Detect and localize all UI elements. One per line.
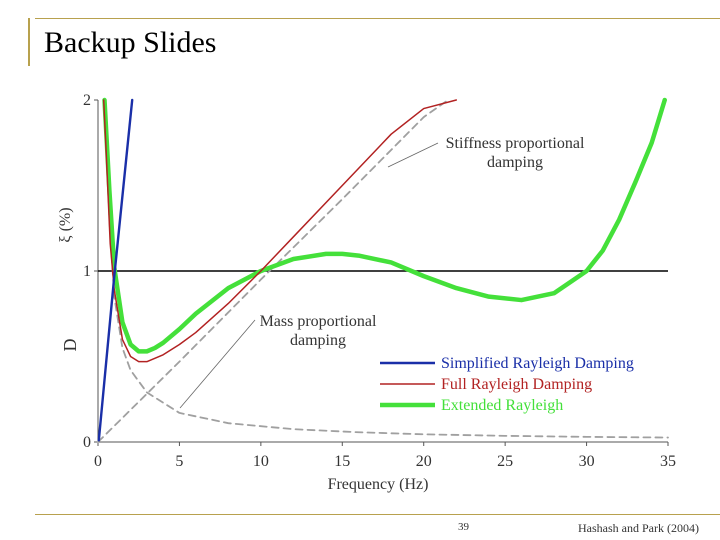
annotation-layer: Stiffness proportional damping Mass propor… — [179, 135, 585, 409]
annotation-text: Stiffness proportional — [446, 135, 585, 152]
series-line-stiffness-component — [97, 99, 450, 443]
legend-label: Full Rayleigh Damping — [441, 376, 592, 393]
annotation-leader — [179, 319, 256, 409]
annotation-text: damping — [290, 332, 346, 349]
annotation-leader — [387, 142, 439, 168]
axes-layer: 0 5 10 15 20 25 30 35 0 1 2 Frequency (Hz) ξ (%) D — [57, 92, 676, 493]
y-tick-label: 0 — [83, 434, 91, 451]
legend-layer: Simplified Rayleigh Damping Full Rayleigh… — [380, 355, 634, 414]
x-tick-label: 30 — [579, 453, 595, 470]
x-tick-label: 0 — [94, 453, 102, 470]
annotation-text: damping — [487, 154, 543, 171]
x-tick-label: 15 — [334, 453, 350, 470]
y-axis-label-d: D — [60, 339, 80, 352]
y-tick-label: 1 — [83, 263, 91, 280]
slide-title: Backup Slides — [44, 26, 217, 59]
y-tick-label: 2 — [83, 92, 91, 109]
series-line-simplified — [97, 98, 134, 442]
x-tick-label: 25 — [497, 453, 513, 470]
series-layer — [97, 97, 669, 443]
series-line-mass-component — [104, 99, 669, 439]
legend-label: Extended Rayleigh — [441, 397, 563, 414]
page-number: 39 — [458, 521, 469, 533]
x-tick-label: 10 — [253, 453, 269, 470]
y-axis-label: ξ (%) — [57, 207, 74, 242]
bottom-accent-line — [35, 514, 720, 515]
source-credit: Hashash and Park (2004) — [578, 521, 699, 535]
x-tick-label: 20 — [416, 453, 432, 470]
x-axis-label: Frequency (Hz) — [328, 476, 429, 493]
annotation-text: Mass proportional — [260, 313, 377, 330]
x-tick-label: 5 — [175, 453, 183, 470]
top-accent-line — [35, 18, 720, 19]
x-tick-label: 35 — [660, 453, 676, 470]
legend-label: Simplified Rayleigh Damping — [441, 355, 634, 372]
left-accent-line — [28, 18, 30, 66]
series-line-extended — [102, 97, 667, 354]
